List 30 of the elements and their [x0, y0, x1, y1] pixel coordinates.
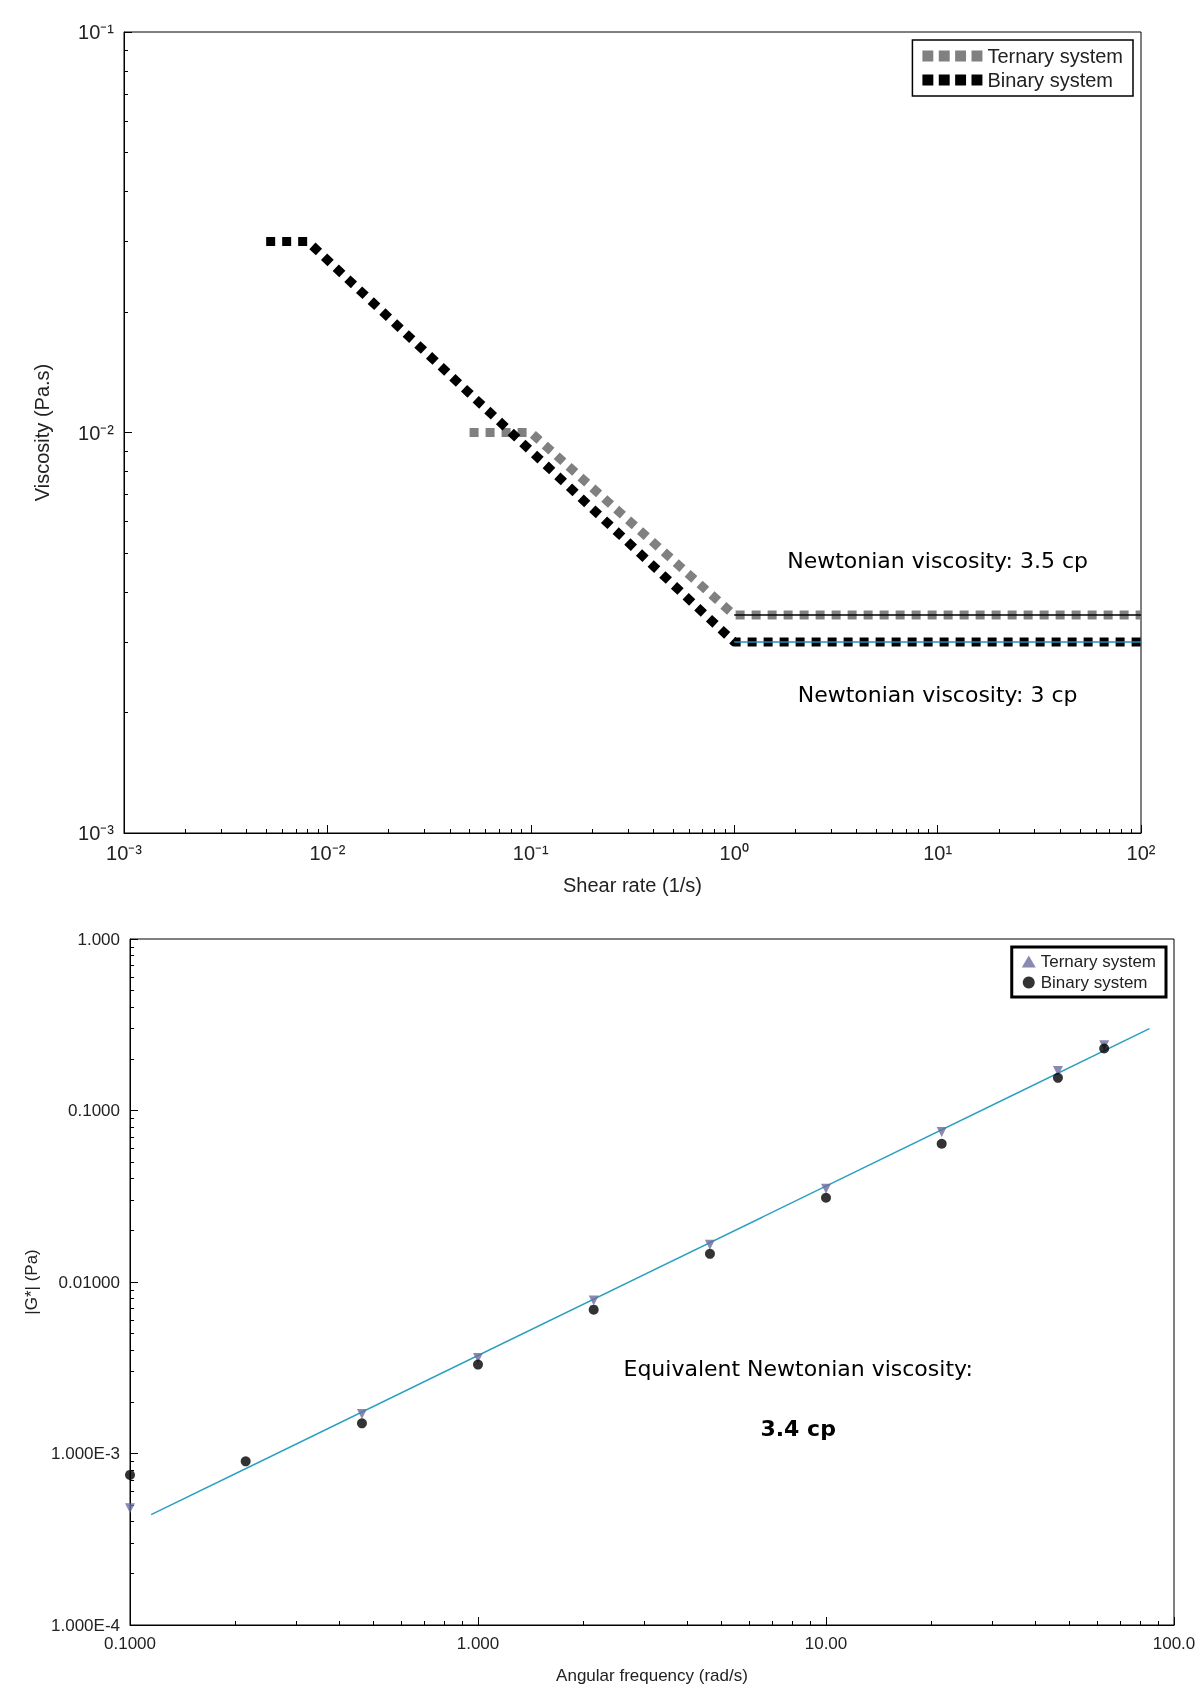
- y-axis-title: |G*| (Pa): [22, 1249, 42, 1315]
- annotation: Newtonian viscosity: 3.5 cp: [787, 547, 1088, 573]
- legend-label: Ternary system: [1040, 952, 1156, 971]
- y-tick-label: 1.000E-4: [51, 1615, 120, 1635]
- x-tick-label: 0.1000: [104, 1634, 156, 1653]
- y-tick-label: 10⁻¹: [78, 21, 115, 43]
- x-axis-title: Shear rate (1/s): [563, 874, 702, 896]
- x-tick-label: 10⁻¹: [512, 842, 550, 864]
- x-tick-label: 10.00: [804, 1634, 848, 1653]
- legend-label: Binary system: [1040, 973, 1148, 992]
- x-axis-title: Angular frequency (rad/s): [556, 1666, 748, 1685]
- x-tick-label: 1.000: [456, 1634, 500, 1653]
- x-tick-label: 10⁰: [719, 842, 749, 864]
- annotation: Equivalent Newtonian viscosity:: [623, 1355, 973, 1381]
- x-tick-label: 10²: [1126, 842, 1156, 864]
- y-tick-label: 0.01000: [58, 1272, 120, 1292]
- legend-label: Binary system: [987, 69, 1114, 91]
- x-tick-label: 100.0: [1152, 1634, 1196, 1653]
- legend-label: Ternary system: [987, 45, 1124, 67]
- y-axis-title: Viscosity (Pa.s): [31, 363, 53, 502]
- y-tick-label: 1.000E-3: [51, 1444, 120, 1463]
- annotation: Newtonian viscosity: 3 cp: [797, 682, 1078, 708]
- x-tick-label: 10⁻²: [309, 842, 346, 864]
- y-tick-label: 10⁻²: [78, 421, 115, 444]
- x-tick-label: 10⁻³: [106, 842, 143, 864]
- y-tick-label: 0.1000: [68, 1101, 120, 1120]
- y-tick-label: 1.000: [77, 929, 120, 949]
- x-tick-label: 10¹: [923, 842, 953, 864]
- annotation: 3.4 cp: [760, 1415, 836, 1441]
- y-tick-label: 10⁻³: [78, 822, 115, 844]
